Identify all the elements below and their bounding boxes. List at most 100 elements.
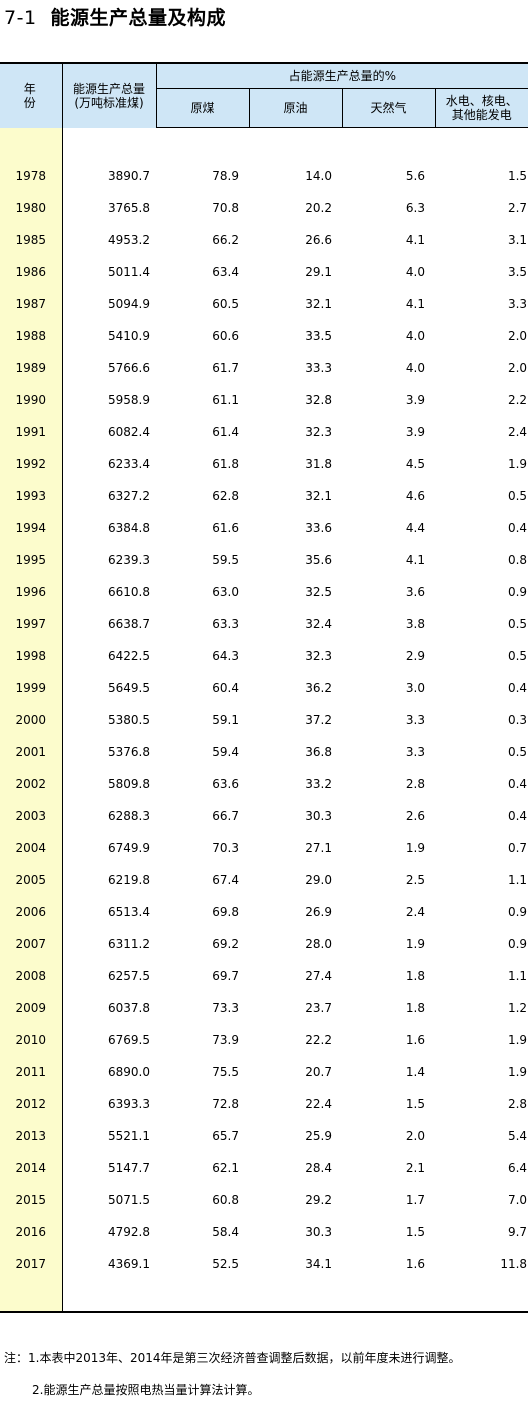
table-row: 1994 6384.8 61.6 33.6 4.4 0.4 <box>0 512 528 544</box>
cell-crude-oil: 26.9 <box>305 905 332 919</box>
table-row: 2016 4792.8 58.4 30.3 1.5 9.7 <box>0 1216 528 1248</box>
cell-coal: 62.8 <box>212 489 239 503</box>
cell-year: 1986 <box>0 256 63 288</box>
cell-total: 5376.8 <box>108 745 150 759</box>
cell-natural-gas: 1.6 <box>405 1033 425 1047</box>
cell-year: 2008 <box>0 960 63 992</box>
cell-total: 6233.4 <box>108 457 150 471</box>
cell-total: 6219.8 <box>108 873 150 887</box>
cell-year: 2014 <box>0 1152 63 1184</box>
cell-coal: 67.4 <box>212 873 239 887</box>
table-row: 1996 6610.8 63.0 32.5 3.6 0.9 <box>0 576 528 608</box>
cell-total: 5094.9 <box>108 297 150 311</box>
cell-natural-gas: 1.9 <box>405 937 425 951</box>
cell-crude-oil: 25.9 <box>305 1129 332 1143</box>
cell-total: 6288.3 <box>108 809 150 823</box>
cell-year: 1978 <box>0 160 63 192</box>
cell-natural-gas: 3.6 <box>405 585 425 599</box>
table-row: 1986 5011.4 63.4 29.1 4.0 3.5 <box>0 256 528 288</box>
cell-year: 1994 <box>0 512 63 544</box>
cell-total: 5147.7 <box>108 1161 150 1175</box>
cell-hydro-nuclear: 0.4 <box>507 777 528 791</box>
cell-total: 6239.3 <box>108 553 150 567</box>
cell-hydro-nuclear: 2.0 <box>507 361 528 375</box>
cell-hydro-nuclear: 1.5 <box>507 169 528 183</box>
cell-natural-gas: 5.6 <box>405 169 425 183</box>
cell-crude-oil: 29.1 <box>305 265 332 279</box>
cell-crude-oil: 30.3 <box>305 1225 332 1239</box>
cell-coal: 60.6 <box>212 329 239 343</box>
cell-coal: 78.9 <box>212 169 239 183</box>
cell-coal: 60.5 <box>212 297 239 311</box>
cell-year: 2001 <box>0 736 63 768</box>
cell-total: 6610.8 <box>108 585 150 599</box>
cell-year: 1987 <box>0 288 63 320</box>
cell-crude-oil: 22.2 <box>305 1033 332 1047</box>
cell-crude-oil: 36.2 <box>305 681 332 695</box>
cell-hydro-nuclear: 11.8 <box>500 1257 528 1271</box>
cell-year: 2015 <box>0 1184 63 1216</box>
cell-total: 6890.0 <box>108 1065 150 1079</box>
cell-natural-gas: 3.3 <box>405 745 425 759</box>
cell-natural-gas: 4.1 <box>405 553 425 567</box>
cell-crude-oil: 32.4 <box>305 617 332 631</box>
cell-hydro-nuclear: 0.9 <box>507 585 528 599</box>
cell-year: 2004 <box>0 832 63 864</box>
footnote-2: 2.能源生产总量按照电热当量计算法计算。 <box>32 1383 260 1397</box>
table-row: 2005 6219.8 67.4 29.0 2.5 1.1 <box>0 864 528 896</box>
header-total-label: 能源生产总量 <box>72 81 145 96</box>
table-row: 2015 5071.5 60.8 29.2 1.7 7.0 <box>0 1184 528 1216</box>
cell-natural-gas: 2.0 <box>405 1129 425 1143</box>
cell-year: 1991 <box>0 416 63 448</box>
energy-production-table: 年 份 能源生产总量 (万吨标准煤) 占能源生产总量的% 原煤 原油 天然气 水… <box>0 62 528 1313</box>
cell-coal: 63.0 <box>212 585 239 599</box>
cell-hydro-nuclear: 2.2 <box>507 393 528 407</box>
cell-hydro-nuclear: 2.4 <box>507 425 528 439</box>
table-row: 2007 6311.2 69.2 28.0 1.9 0.9 <box>0 928 528 960</box>
table-row: 1985 4953.2 66.2 26.6 4.1 3.1 <box>0 224 528 256</box>
table-row: 1991 6082.4 61.4 32.3 3.9 2.4 <box>0 416 528 448</box>
header-total-unit: (万吨标准煤) <box>74 95 144 110</box>
cell-natural-gas: 3.0 <box>405 681 425 695</box>
table-row: 1997 6638.7 63.3 32.4 3.8 0.5 <box>0 608 528 640</box>
cell-hydro-nuclear: 0.4 <box>507 681 528 695</box>
table-body: 1978 3890.7 78.9 14.0 5.6 1.5 1980 3765.8 70.8 20… <box>0 127 528 1313</box>
cell-total: 6037.8 <box>108 1001 150 1015</box>
table-row: 1990 5958.9 61.1 32.8 3.9 2.2 <box>0 384 528 416</box>
table-row: 1980 3765.8 70.8 20.2 6.3 2.7 <box>0 192 528 224</box>
cell-year: 2000 <box>0 704 63 736</box>
cell-crude-oil: 20.2 <box>305 201 332 215</box>
cell-year: 2010 <box>0 1024 63 1056</box>
cell-hydro-nuclear: 1.9 <box>507 457 528 471</box>
cell-hydro-nuclear: 9.7 <box>507 1225 528 1239</box>
cell-total: 4792.8 <box>108 1225 150 1239</box>
cell-year: 1992 <box>0 448 63 480</box>
cell-coal: 72.8 <box>212 1097 239 1111</box>
cell-coal: 63.4 <box>212 265 239 279</box>
cell-coal: 63.6 <box>212 777 239 791</box>
cell-coal: 73.9 <box>212 1033 239 1047</box>
cell-total: 5011.4 <box>108 265 150 279</box>
cell-crude-oil: 36.8 <box>305 745 332 759</box>
page-title: 7-1 能源生产总量及构成 <box>4 4 226 32</box>
cell-crude-oil: 20.7 <box>305 1065 332 1079</box>
cell-hydro-nuclear: 1.1 <box>507 969 528 983</box>
cell-coal: 61.4 <box>212 425 239 439</box>
cell-year: 2007 <box>0 928 63 960</box>
cell-hydro-nuclear: 0.3 <box>507 713 528 727</box>
cell-year: 1999 <box>0 672 63 704</box>
table-top-spacer <box>0 127 528 160</box>
cell-total: 6311.2 <box>108 937 150 951</box>
cell-total: 5649.5 <box>108 681 150 695</box>
cell-total: 5958.9 <box>108 393 150 407</box>
cell-year: 1988 <box>0 320 63 352</box>
cell-natural-gas: 4.0 <box>405 329 425 343</box>
cell-total: 6749.9 <box>108 841 150 855</box>
header-crude-oil: 原油 <box>248 88 343 128</box>
cell-crude-oil: 33.2 <box>305 777 332 791</box>
cell-natural-gas: 2.9 <box>405 649 425 663</box>
cell-natural-gas: 4.0 <box>405 361 425 375</box>
table-title: 能源生产总量及构成 <box>50 7 227 29</box>
cell-natural-gas: 4.1 <box>405 233 425 247</box>
cell-coal: 61.1 <box>212 393 239 407</box>
